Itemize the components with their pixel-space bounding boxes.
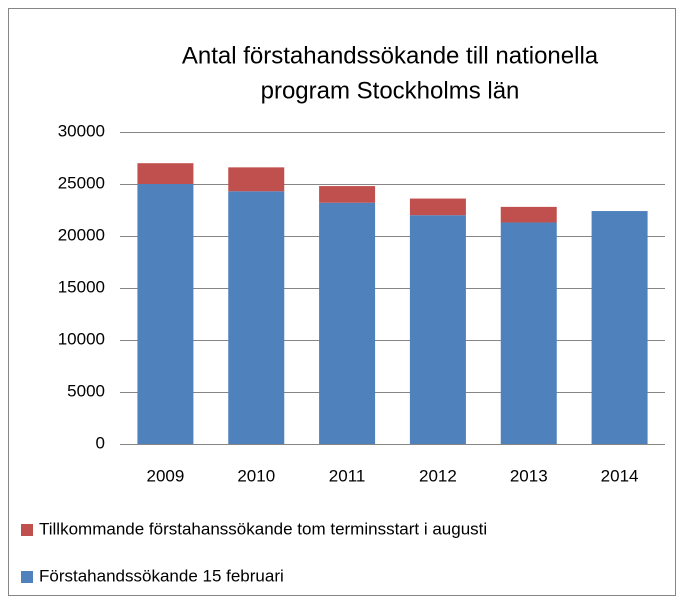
chart-title: Antal förstahandssökande till nationella [182,42,599,69]
x-tick-label: 2011 [329,466,366,485]
bar-segment [137,184,194,444]
y-tick-label: 10000 [58,329,105,348]
y-tick-label: 15000 [58,277,105,296]
x-tick-label: 2012 [419,466,457,485]
x-tick-label: 2013 [510,466,548,485]
bar-segment [409,215,466,444]
bar-segment [319,186,376,203]
legend-label: Förstahandssökande 15 februari [39,566,284,585]
y-tick-label: 30000 [58,121,105,140]
bar-segment [228,167,285,192]
x-tick-label: 2010 [237,466,275,485]
y-tick-label: 0 [96,433,105,452]
bar-segment [319,202,376,444]
bar-segment [228,191,285,444]
y-tick-label: 5000 [67,381,105,400]
bar-segment [409,198,466,216]
x-tick-label: 2009 [147,466,185,485]
y-tick-label: 20000 [58,225,105,244]
bar-segment [137,163,194,184]
legend-swatch [21,524,33,536]
chart-title: program Stockholms län [261,77,520,104]
y-tick-label: 25000 [58,173,105,192]
bar-segment [591,211,648,444]
bar-segment [500,206,557,223]
x-tick-label: 2014 [601,466,639,485]
legend-swatch [21,571,33,583]
bar-segment [500,222,557,444]
legend-label: Tillkommande förstahanssökande tom termi… [39,519,487,538]
